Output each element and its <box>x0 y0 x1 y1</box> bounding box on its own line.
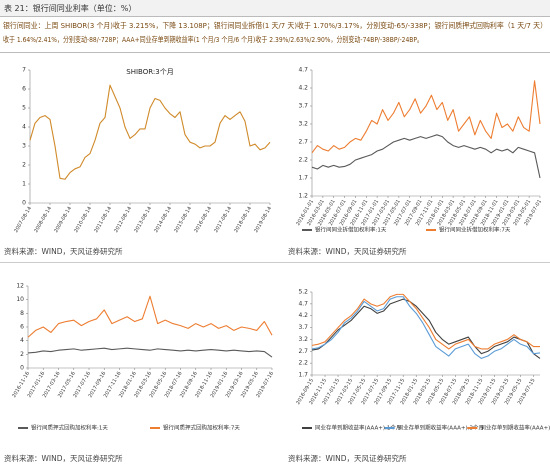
x-tick-label: 2013-08-14 <box>133 206 153 234</box>
legend-label: 同业存单到期收益率(AAA+):3个月 <box>398 424 484 432</box>
legend-label: 同业存单到期收益率(AAA+):6个月 <box>480 424 550 432</box>
series-line <box>311 298 541 359</box>
y-tick-label: 2 <box>22 162 26 169</box>
y-tick-label: 1.7 <box>298 372 308 379</box>
y-tick-label: 3.2 <box>298 336 308 343</box>
x-tick-label: 2018-08-14 <box>233 206 253 234</box>
legend-label: 银行间同业拆借加权利率:1天 <box>315 226 387 234</box>
y-tick-label: 7 <box>22 67 26 74</box>
x-tick-label: 2017-08-14 <box>213 206 233 234</box>
x-tick-label: 2007-08-14 <box>13 206 33 234</box>
y-tick-label: 2.7 <box>298 348 308 355</box>
y-tick-label: 4.7 <box>298 300 308 307</box>
x-tick-label: 2019-08-14 <box>253 206 273 234</box>
y-tick-label: 2.2 <box>298 157 308 164</box>
paragraph-line: 收于 1.64%/2.41%，分别变动-88/-728P；AAA+同业存单到期收… <box>3 35 423 44</box>
paragraph-line: 银行间同业：上周 SHIBOR(3 个月)收于 3.215%，下降 13.108… <box>3 21 547 30</box>
x-tick-label: 2008-08-14 <box>33 206 53 234</box>
y-tick-label: 12 <box>16 283 24 290</box>
x-tick-label: 2015-08-14 <box>173 206 193 234</box>
legend-label: 同业存单到期收益率(AAA+):1个月 <box>315 424 401 432</box>
series-line <box>29 84 271 180</box>
series-line <box>311 293 540 350</box>
y-tick-label: 5.2 <box>298 289 308 296</box>
source: 资料来源：WIND，天风证券研究所 <box>4 246 123 256</box>
series-line <box>311 80 541 154</box>
y-tick-label: 4.7 <box>298 67 308 74</box>
x-tick-label: 2010-08-14 <box>73 206 93 234</box>
x-tick-label: 2016-08-14 <box>193 206 213 234</box>
y-tick-label: 0 <box>20 365 24 372</box>
legend-label: 银行间同业拆借加权利率:7天 <box>439 226 511 234</box>
series-line <box>311 296 541 359</box>
series-line <box>311 134 541 179</box>
x-tick-label: 2014-08-14 <box>153 206 173 234</box>
y-tick-label: 4 <box>22 124 26 131</box>
legend-label: 银行间质押式回购加权利率:1天 <box>31 424 108 432</box>
y-tick-label: 3.2 <box>298 121 308 128</box>
y-tick-label: 3.7 <box>298 103 308 110</box>
x-tick-label: 2012-08-14 <box>113 206 133 234</box>
y-tick-label: 6 <box>20 324 24 331</box>
caption-band <box>0 0 550 16</box>
y-tick-label: 2.7 <box>298 139 308 146</box>
x-tick-label: 2011-08-14 <box>93 206 113 234</box>
y-tick-label: 3 <box>22 143 26 150</box>
source: 资料来源：WIND，天风证券研究所 <box>288 246 407 256</box>
source: 资料来源：WIND，天风证券研究所 <box>4 453 123 463</box>
y-tick-label: 6 <box>22 86 26 93</box>
chart-title: SHIBOR:3个月 <box>126 68 173 76</box>
y-tick-label: 2 <box>20 351 24 358</box>
series-line <box>27 347 273 358</box>
y-tick-label: 10 <box>16 296 24 303</box>
y-tick-label: 0 <box>22 200 26 207</box>
y-tick-label: 1.2 <box>298 193 308 200</box>
y-tick-label: 4 <box>20 337 24 344</box>
y-tick-label: 1.7 <box>298 175 308 182</box>
source: 资料来源：WIND，天风证券研究所 <box>288 453 407 463</box>
y-tick-label: 5 <box>22 105 26 112</box>
y-tick-label: 2.2 <box>298 360 308 367</box>
y-tick-label: 3.7 <box>298 324 308 331</box>
y-tick-label: 1 <box>22 181 26 188</box>
caption: 表 21：银行间同业利率（单位：%） <box>4 3 136 13</box>
legend-label: 银行间质押式回购加权利率:7天 <box>163 424 240 432</box>
y-tick-label: 4.2 <box>298 312 308 319</box>
x-tick-label: 2009-08-14 <box>53 206 73 234</box>
y-tick-label: 4.2 <box>298 85 308 92</box>
series-line <box>27 295 273 338</box>
y-tick-label: 8 <box>20 310 24 317</box>
